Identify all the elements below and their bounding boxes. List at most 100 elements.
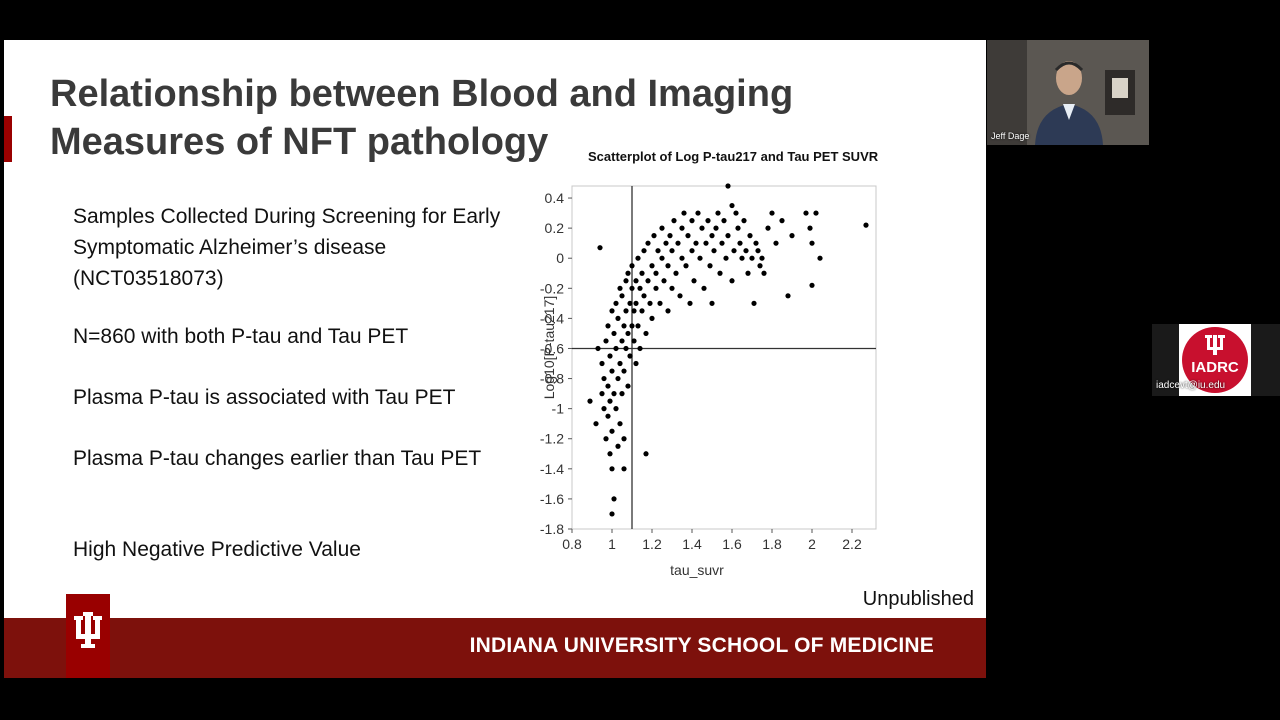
x-tick-label: 2.2 — [842, 536, 862, 552]
scatter-point — [647, 300, 653, 306]
scatter-point — [655, 248, 661, 254]
scatter-point — [693, 240, 699, 246]
scatter-point — [635, 255, 641, 261]
participant-tile-iadrc[interactable]: IADRC iadcevt@iu.edu — [1152, 324, 1280, 396]
bullet-sample-size: N=860 with both P-tau and Tau PET — [73, 325, 409, 348]
scatter-point — [709, 300, 715, 306]
x-tick-label: 1.6 — [722, 536, 742, 552]
scatter-point — [667, 233, 673, 239]
presentation-slide: Relationship between Blood and Imaging M… — [4, 40, 986, 678]
scatter-point — [745, 270, 751, 276]
scatter-point — [631, 338, 637, 344]
scatter-point — [669, 248, 675, 254]
presenter-video-icon — [987, 40, 1149, 145]
participant-email: iadcevt@iu.edu — [1156, 380, 1226, 391]
iu-trident-logo — [66, 594, 110, 678]
scatter-point — [731, 248, 737, 254]
participant-name: Jeff Dage — [991, 131, 1030, 141]
scatter-point — [737, 240, 743, 246]
scatter-point — [687, 300, 693, 306]
x-tick-label: 1.8 — [762, 536, 782, 552]
footer-school-name: INDIANA UNIVERSITY SCHOOL OF MEDICINE — [469, 634, 934, 657]
scatter-point — [735, 225, 741, 231]
scatter-point — [679, 255, 685, 261]
bullet-samples: Samples Collected During Screening for E… — [73, 205, 501, 290]
scatter-point — [615, 443, 621, 449]
y-tick-label: -1.4 — [540, 461, 564, 477]
scatter-point — [597, 245, 603, 251]
scatter-point — [713, 225, 719, 231]
scatter-point — [601, 406, 607, 412]
scatter-point — [615, 315, 621, 321]
chart-title: Scatterplot of Log P-tau217 and Tau PET … — [588, 149, 879, 164]
participant-video-tile[interactable]: Jeff Dage — [987, 40, 1149, 145]
scatter-point — [729, 278, 735, 284]
iadrc-logo: IADRC — [1179, 324, 1251, 396]
scatter-point — [671, 218, 677, 224]
scatter-point — [695, 210, 701, 216]
scatter-point — [691, 278, 697, 284]
x-tick-label: 2 — [808, 536, 816, 552]
scatter-point — [619, 293, 625, 299]
scatter-point — [645, 240, 651, 246]
scatter-point — [703, 240, 709, 246]
scatter-point — [765, 225, 771, 231]
scatter-point — [607, 353, 613, 359]
scatter-point — [603, 436, 609, 442]
scatter-point — [643, 330, 649, 337]
scatter-point — [609, 466, 615, 472]
scatter-point — [609, 308, 615, 314]
scatter-point — [633, 360, 639, 367]
scatter-point — [663, 240, 669, 246]
scatter-point — [659, 225, 665, 231]
scatter-point — [609, 511, 615, 517]
scatter-point — [807, 225, 813, 231]
scatter-point — [761, 270, 767, 276]
scatter-point — [673, 270, 679, 276]
scatter-point — [629, 323, 635, 329]
title-accent-bar — [4, 116, 12, 162]
scatter-point — [613, 300, 619, 306]
scatter-point — [769, 210, 775, 216]
scatter-point — [657, 300, 663, 306]
scatter-point — [649, 263, 655, 269]
scatter-point — [619, 338, 625, 344]
scatter-point — [605, 413, 611, 419]
scatter-point — [639, 308, 645, 314]
bullet-association: Plasma P-tau is associated with Tau PET — [73, 386, 456, 409]
scatter-point — [701, 285, 707, 291]
y-tick-label: -1.6 — [540, 491, 564, 507]
scatter-point — [711, 248, 717, 254]
unpublished-note: Unpublished — [862, 588, 974, 610]
scatter-point — [741, 218, 747, 224]
iadrc-logo-text: IADRC — [1191, 359, 1239, 376]
scatter-point — [605, 323, 611, 329]
y-tick-label: -0.8 — [540, 371, 564, 387]
bullet-npv: High Negative Predictive Value — [73, 538, 361, 561]
scatter-point — [719, 240, 725, 246]
scatter-point — [759, 255, 765, 261]
x-tick-label: 1.2 — [642, 536, 662, 552]
scatter-point — [717, 270, 723, 276]
scatter-point — [643, 451, 649, 457]
scatter-point — [653, 270, 659, 276]
scatter-point — [679, 225, 685, 231]
scatter-point — [621, 466, 627, 472]
scatter-point — [637, 285, 643, 291]
scatter-point — [611, 391, 617, 397]
scatter-point — [753, 240, 759, 246]
bullet-earlier-change: Plasma P-tau changes earlier than Tau PE… — [73, 447, 482, 470]
scatter-point — [659, 255, 665, 261]
y-tick-label: 0 — [556, 250, 564, 266]
trident-icon — [1205, 335, 1225, 355]
scatter-point — [653, 285, 659, 291]
scatter-point — [649, 315, 655, 321]
scatter-point — [661, 278, 667, 284]
scatter-point — [681, 210, 687, 216]
scatter-point — [729, 202, 735, 209]
scatter-point — [641, 248, 647, 254]
footer-bar: INDIANA UNIVERSITY SCHOOL OF MEDICINE — [4, 618, 986, 678]
scatter-point — [689, 248, 695, 254]
scatter-point — [623, 345, 629, 352]
y-tick-label: -1.8 — [540, 521, 564, 537]
